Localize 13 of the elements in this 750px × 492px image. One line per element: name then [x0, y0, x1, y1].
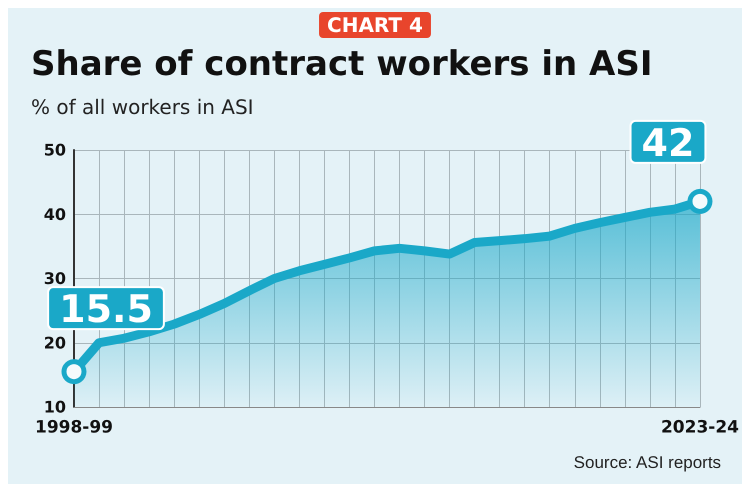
chart-title: Share of contract workers in ASI	[31, 44, 652, 84]
y-tick-label: 10	[44, 398, 66, 416]
caption: CHART 4	[327, 13, 423, 37]
y-tick-label: 20	[44, 333, 66, 352]
chart-subtitle: % of all workers in ASI	[31, 95, 254, 119]
y-tick-label: 50	[44, 140, 66, 160]
data-label: 42	[642, 120, 694, 165]
source-note: Source: ASI reports	[574, 453, 722, 472]
x-tick-label: 1998-99	[34, 418, 114, 438]
y-tick-label: 40	[44, 204, 66, 224]
data-label: 15.5	[59, 287, 153, 332]
x-tick-label: 2023-24	[660, 418, 740, 438]
y-tick-label: 30	[44, 269, 66, 288]
